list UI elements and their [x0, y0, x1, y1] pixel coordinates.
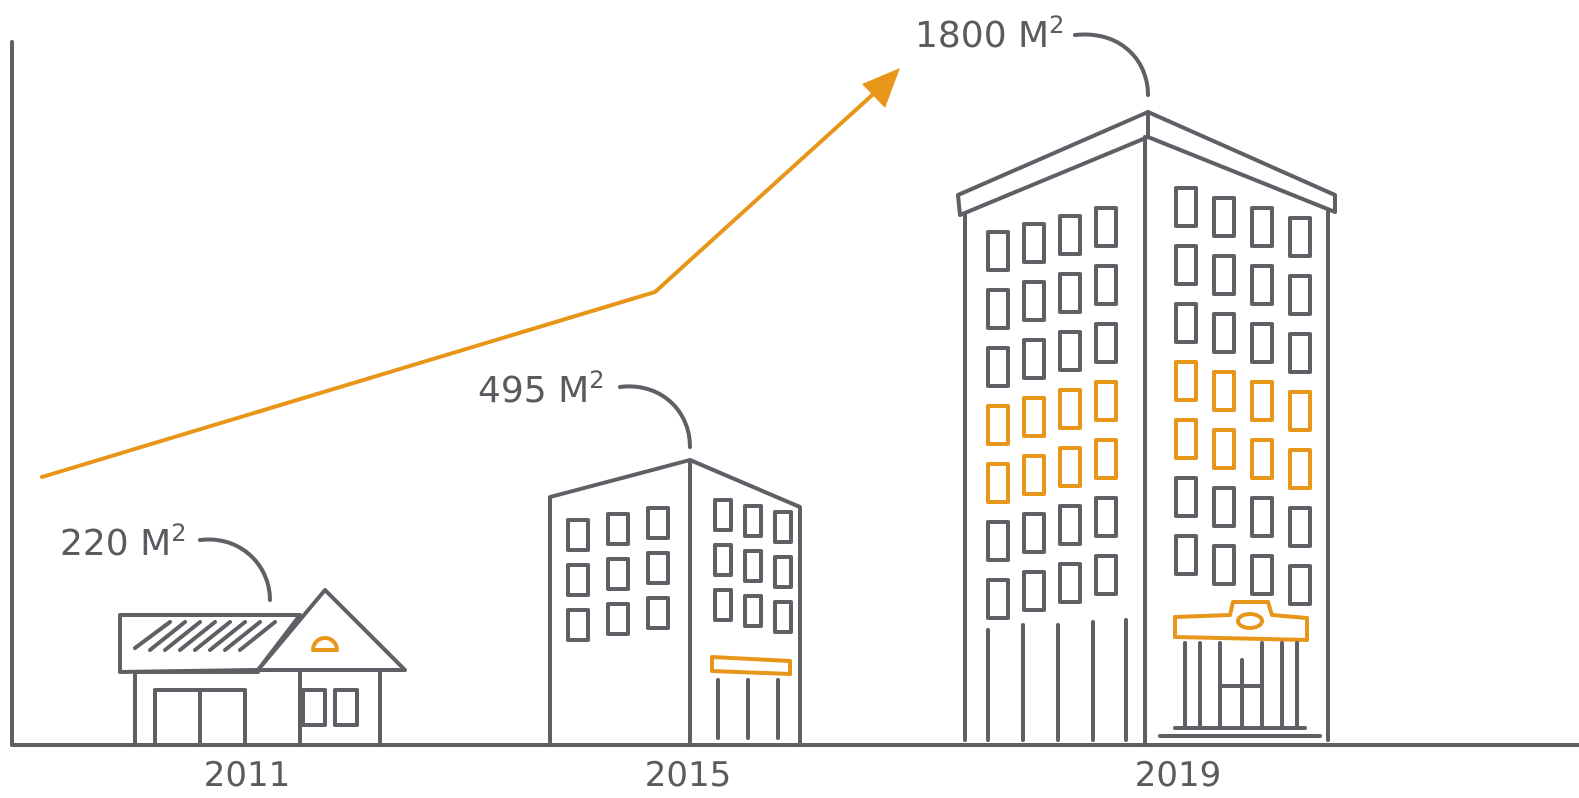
window: [568, 520, 588, 550]
window: [1060, 274, 1080, 312]
window: [1024, 456, 1044, 494]
window: [648, 598, 668, 628]
window: [1060, 506, 1080, 544]
window: [608, 604, 628, 634]
window: [745, 551, 761, 581]
window: [988, 232, 1008, 270]
window: [1060, 390, 1080, 428]
window: [988, 580, 1008, 618]
window: [1252, 382, 1272, 420]
window: [1214, 372, 1234, 410]
window: [1096, 208, 1116, 246]
window: [1290, 218, 1310, 256]
window: [1060, 216, 1080, 254]
window: [988, 406, 1008, 444]
window: [775, 557, 791, 587]
window: [1024, 340, 1044, 378]
window: [988, 522, 1008, 560]
leader: [620, 386, 690, 447]
area-label: 1800 M2: [915, 11, 1064, 56]
year-label: 2011: [204, 755, 291, 795]
window: [775, 512, 791, 542]
window: [1024, 282, 1044, 320]
window: [715, 545, 731, 575]
area-value: 220 M: [60, 523, 171, 564]
window: [1096, 440, 1116, 478]
arrow-head: [862, 68, 900, 108]
window: [1060, 448, 1080, 486]
window: [568, 565, 588, 595]
tower-building: [958, 112, 1335, 745]
exponent: 2: [589, 366, 604, 394]
window: [648, 508, 668, 538]
window: [1290, 392, 1310, 430]
growth-infographic: 220 M2 495 M2 1800 M2 2011 2015 2019: [0, 0, 1579, 798]
window: [1024, 514, 1044, 552]
window: [745, 506, 761, 536]
window: [1024, 224, 1044, 262]
window: [988, 290, 1008, 328]
window: [1252, 440, 1272, 478]
axes: [12, 42, 1579, 745]
window: [1214, 198, 1234, 236]
window: [608, 514, 628, 544]
growth-arrow: [42, 88, 880, 477]
window: [1214, 256, 1234, 294]
year-label: 2019: [1135, 755, 1222, 795]
window: [1096, 266, 1116, 304]
window: [1214, 488, 1234, 526]
area-value: 1800 M: [915, 15, 1049, 56]
window: [1176, 188, 1196, 226]
window: [568, 610, 588, 640]
year-label: 2015: [645, 755, 732, 795]
window: [1290, 450, 1310, 488]
area-value: 495 M: [478, 370, 589, 411]
window: [1252, 208, 1272, 246]
window: [1176, 420, 1196, 458]
window: [715, 590, 731, 620]
window: [1096, 324, 1116, 362]
window: [715, 500, 731, 530]
window: [648, 553, 668, 583]
window: [1214, 546, 1234, 584]
window: [1176, 246, 1196, 284]
leader: [200, 539, 270, 600]
window: [1176, 536, 1196, 574]
window: [1290, 566, 1310, 604]
window: [608, 559, 628, 589]
window: [1252, 266, 1272, 304]
window: [1176, 478, 1196, 516]
window: [1290, 334, 1310, 372]
window: [745, 596, 761, 626]
window: [988, 348, 1008, 386]
exponent: 2: [171, 519, 186, 547]
window: [775, 602, 791, 632]
exponent: 2: [1049, 11, 1064, 39]
window: [1176, 362, 1196, 400]
area-label: 495 M2: [478, 366, 605, 411]
office-building: [550, 460, 800, 745]
area-label: 220 M2: [60, 519, 187, 564]
window: [1252, 498, 1272, 536]
window: [1290, 508, 1310, 546]
window: [1252, 556, 1272, 594]
window: [1060, 564, 1080, 602]
house: [120, 590, 405, 745]
window: [1252, 324, 1272, 362]
window: [1096, 556, 1116, 594]
leader: [1075, 34, 1148, 95]
window: [1024, 398, 1044, 436]
window: [1096, 498, 1116, 536]
window: [1024, 572, 1044, 610]
window: [1290, 276, 1310, 314]
window: [1096, 382, 1116, 420]
window: [1214, 430, 1234, 468]
window: [1214, 314, 1234, 352]
window: [1176, 304, 1196, 342]
window: [1060, 332, 1080, 370]
window: [988, 464, 1008, 502]
